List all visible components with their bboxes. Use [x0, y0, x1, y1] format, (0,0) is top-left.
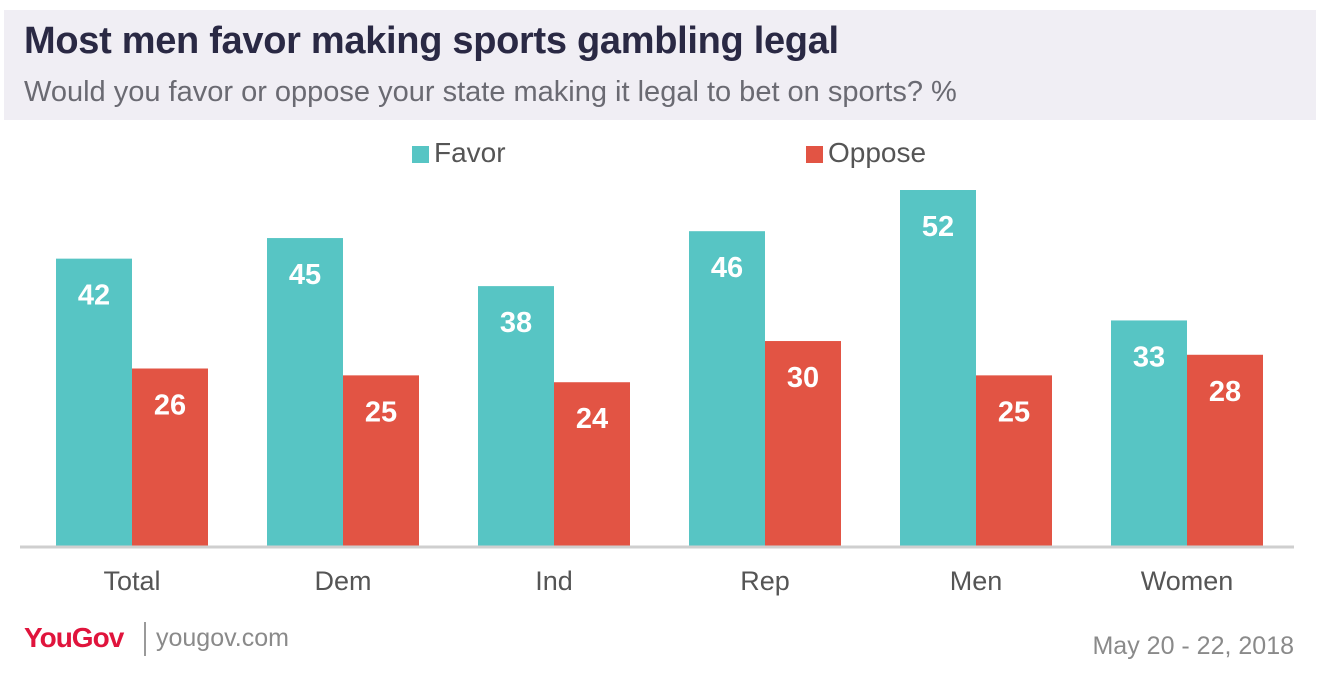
chart-subtitle: Would you favor or oppose your state mak… [24, 76, 957, 108]
footer-site-link[interactable]: yougov.com [156, 624, 289, 652]
category-label-rep: Rep [740, 566, 790, 596]
category-label-total: Total [103, 566, 160, 596]
value-label-oppose-dem: 25 [365, 396, 397, 428]
value-label-oppose-women: 28 [1209, 376, 1241, 408]
bar-oppose-total[interactable] [132, 368, 208, 548]
value-label-favor-total: 42 [78, 280, 110, 312]
value-label-favor-dem: 45 [289, 259, 321, 291]
category-label-ind: Ind [535, 566, 573, 596]
footer-date: May 20 - 22, 2018 [1092, 632, 1294, 660]
bar-oppose-ind[interactable] [554, 382, 630, 547]
bar-favor-dem[interactable] [267, 238, 343, 548]
yougov-logo: YouGov [24, 622, 124, 653]
category-label-men: Men [950, 566, 1003, 596]
footer-separator [144, 622, 146, 656]
bar-oppose-rep[interactable] [765, 341, 841, 547]
category-label-women: Women [1141, 566, 1234, 596]
value-label-favor-ind: 38 [500, 307, 532, 339]
value-label-favor-women: 33 [1133, 341, 1165, 373]
bar-favor-total[interactable] [56, 258, 132, 547]
category-label-dem: Dem [314, 566, 371, 596]
bar-favor-rep[interactable] [689, 231, 765, 547]
legend-label-oppose: Oppose [828, 137, 926, 168]
value-label-oppose-rep: 30 [787, 362, 819, 394]
value-label-oppose-ind: 24 [576, 403, 608, 435]
value-label-oppose-total: 26 [154, 390, 186, 422]
value-label-oppose-men: 25 [998, 396, 1030, 428]
bar-oppose-women[interactable] [1187, 354, 1263, 547]
bar-favor-men[interactable] [900, 190, 976, 547]
legend-swatch-oppose [806, 146, 823, 163]
chart-title: Most men favor making sports gambling le… [24, 20, 839, 62]
header-band: Most men favor making sports gambling le… [4, 10, 1316, 120]
legend-swatch-favor [412, 146, 429, 163]
bar-favor-women[interactable] [1111, 320, 1187, 547]
value-label-favor-men: 52 [922, 211, 954, 243]
legend-label-favor: Favor [434, 137, 506, 168]
bar-favor-ind[interactable] [478, 286, 554, 547]
bar-oppose-men[interactable] [976, 375, 1052, 547]
value-label-favor-rep: 46 [711, 252, 743, 284]
bar-oppose-dem[interactable] [343, 375, 419, 547]
